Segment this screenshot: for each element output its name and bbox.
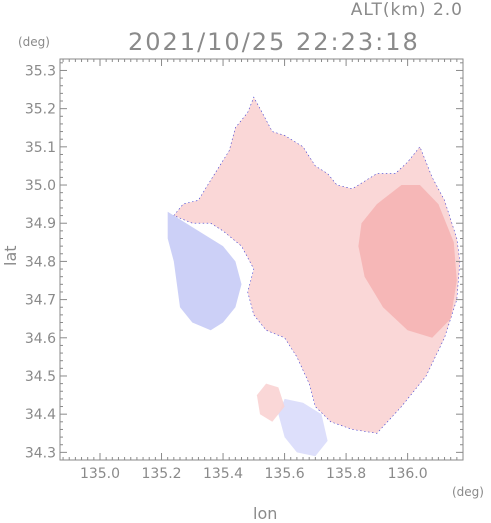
- y-tick-label: 35.3: [25, 63, 56, 79]
- y-tick-label: 34.8: [25, 254, 56, 270]
- y-tick-label: 34.9: [25, 216, 56, 232]
- x-axis-unit: (deg): [452, 485, 484, 499]
- data-region-1: [173, 96, 461, 434]
- y-axis-unit: (deg): [18, 35, 50, 49]
- x-tick-label: 135.0: [80, 466, 120, 482]
- y-tick-label: 34.5: [25, 369, 56, 385]
- x-tick-label: 135.6: [265, 466, 305, 482]
- y-tick-label: 34.6: [25, 331, 56, 347]
- y-tick-label: 34.4: [25, 407, 56, 423]
- x-axis-ticks: 135.0 135.2 135.4 135.6 135.8 136.0: [62, 59, 464, 482]
- y-tick-label: 34.7: [25, 293, 56, 309]
- data-region-3: [167, 211, 242, 331]
- y-axis-ticks: 34.3 34.4 34.5 34.6 34.7 34.8 34.9 35.0 35.1 35.2…: [25, 62, 463, 461]
- y-tick-label: 34.3: [25, 445, 56, 461]
- data-region-4: [278, 398, 328, 457]
- x-tick-label: 136.0: [388, 466, 428, 482]
- x-tick-label: 135.4: [203, 466, 243, 482]
- y-tick-label: 35.2: [25, 102, 56, 118]
- y-tick-label: 35.1: [25, 140, 56, 156]
- x-tick-label: 135.2: [141, 466, 181, 482]
- data-region-2: [358, 185, 457, 338]
- y-tick-label: 35.0: [25, 178, 56, 194]
- data-region-5: [256, 383, 285, 422]
- x-axis-label: lon: [253, 504, 278, 523]
- x-tick-label: 135.8: [326, 466, 366, 482]
- altitude-label: ALT(km) 2.0: [350, 0, 463, 20]
- data-regions: [167, 96, 461, 457]
- plot-frame: [59, 58, 464, 461]
- timestamp-title: 2021/10/25 22:23:18: [128, 28, 420, 56]
